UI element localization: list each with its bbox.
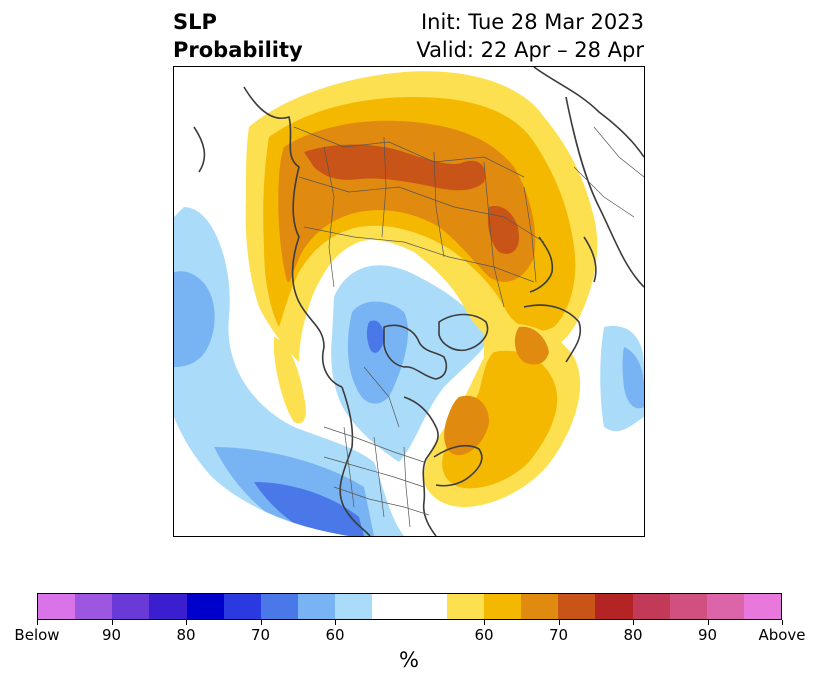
colorbar-tick-mark xyxy=(186,620,187,625)
colorbar-swatch xyxy=(446,594,484,619)
colorbar-tick-mark xyxy=(261,620,262,625)
colorbar-tick-mark xyxy=(484,620,485,625)
below-region-atlantic-core xyxy=(622,347,644,409)
colorbar-tick-label: 90 xyxy=(101,626,122,644)
colorbar-swatch xyxy=(483,594,522,619)
colorbar-swatch xyxy=(632,594,670,619)
colorbar-tick-label: 60 xyxy=(325,626,345,644)
below-region-pacific-core xyxy=(254,482,364,536)
colorbar-tick-label: 70 xyxy=(548,626,569,644)
colorbar-tick-mark xyxy=(633,620,634,625)
below-region-pacific-strong xyxy=(174,271,215,367)
political-borders xyxy=(293,126,644,528)
colorbar-swatch xyxy=(521,594,559,619)
colorbar-swatch xyxy=(149,594,187,619)
probability-colorbar xyxy=(37,593,782,620)
colorbar-swatch xyxy=(706,594,744,619)
colorbar-swatch xyxy=(335,594,373,619)
colorbar-tick-label: 90 xyxy=(697,626,718,644)
coastlines xyxy=(193,67,644,536)
below-region-arctic-strong xyxy=(366,320,384,353)
above-region-pacific-edge xyxy=(274,337,306,424)
colorbar-tick-label: Above xyxy=(758,626,806,644)
colorbar-tick-label: Below xyxy=(14,626,60,644)
colorbar-swatch xyxy=(298,594,336,619)
colorbar-tick-label: 80 xyxy=(176,626,196,644)
above-region-atlantic-70 xyxy=(514,326,549,365)
title-variable: SLP xyxy=(173,10,217,34)
above-region-northamerica-60 xyxy=(442,350,558,489)
colorbar-swatch xyxy=(669,594,707,619)
colorbar-tick-mark xyxy=(112,620,113,625)
colorbar-swatch xyxy=(595,594,633,619)
colorbar-swatch xyxy=(260,594,299,619)
colorbar-tick-mark xyxy=(37,620,38,625)
map-title: SLP Probability xyxy=(173,8,303,64)
colorbar-tick-label: 80 xyxy=(623,626,643,644)
colorbar-tick-mark xyxy=(335,620,336,625)
title-probability: Probability xyxy=(173,38,303,62)
below-region-arctic-core xyxy=(347,301,409,404)
above-region-eurasia-80 xyxy=(304,144,486,191)
above-region-northamerica-70 xyxy=(444,395,489,456)
init-date: Init: Tue 28 Mar 2023 xyxy=(420,10,644,34)
colorbar-swatch xyxy=(223,594,261,619)
colorbar-swatch xyxy=(75,594,113,619)
colorbar-tick-mark xyxy=(708,620,709,625)
colorbar-tick-mark xyxy=(782,620,783,625)
colorbar-swatch xyxy=(558,594,596,619)
colorbar-swatch xyxy=(38,594,76,619)
colorbar-swatch xyxy=(372,594,410,619)
valid-range: Valid: 22 Apr – 28 Apr xyxy=(416,38,644,62)
forecast-dates: Init: Tue 28 Mar 2023 Valid: 22 Apr – 28… xyxy=(416,8,644,64)
probability-map-svg xyxy=(174,67,644,536)
above-region-siberia-80 xyxy=(487,206,519,254)
colorbar-unit: % xyxy=(399,648,419,672)
colorbar-swatch xyxy=(186,594,224,619)
colorbar-tick-label: 60 xyxy=(474,626,494,644)
colorbar-swatch xyxy=(743,594,782,619)
colorbar-tick-label: 70 xyxy=(250,626,271,644)
polar-map xyxy=(173,66,645,537)
colorbar-tick-mark xyxy=(559,620,560,625)
colorbar-swatch xyxy=(409,594,447,619)
colorbar-swatch xyxy=(112,594,150,619)
